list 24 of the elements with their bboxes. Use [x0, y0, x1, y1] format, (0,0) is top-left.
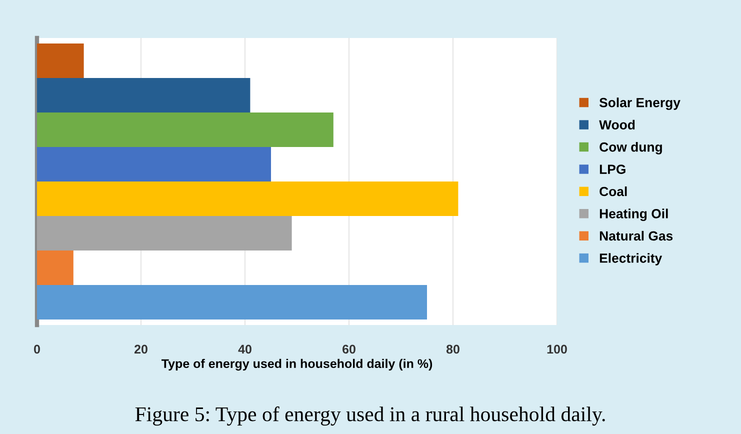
x-tick-label: 0 — [34, 344, 40, 354]
legend-label: Coal — [600, 186, 627, 196]
bar — [37, 78, 250, 113]
legend-label: Natural Gas — [600, 230, 673, 241]
bar — [37, 284, 427, 320]
x-tick-label: 20 — [134, 344, 148, 354]
caption: Figure 5: Type of energy used in a rural household daily. — [135, 406, 605, 426]
x-tick-label: 40 — [238, 344, 252, 354]
bar — [37, 216, 292, 250]
bar — [37, 147, 271, 182]
legend-label: Wood — [599, 120, 635, 130]
bar — [37, 112, 334, 148]
x-tick-label: 80 — [446, 344, 460, 354]
bar — [37, 44, 84, 78]
legend-label: Heating Oil — [600, 208, 668, 222]
legend-label: Cow dung — [600, 142, 662, 154]
legend-label: LPG — [600, 164, 626, 174]
legend-label: Electricity — [600, 253, 662, 266]
bar — [37, 182, 458, 216]
legend-label: Solar Energy — [599, 98, 680, 110]
x-axis-title: Type of energy used in household daily (in %) — [161, 358, 432, 371]
x-tick-label: 60 — [342, 344, 356, 354]
bar — [37, 250, 74, 285]
x-tick-label: 100 — [547, 344, 567, 354]
